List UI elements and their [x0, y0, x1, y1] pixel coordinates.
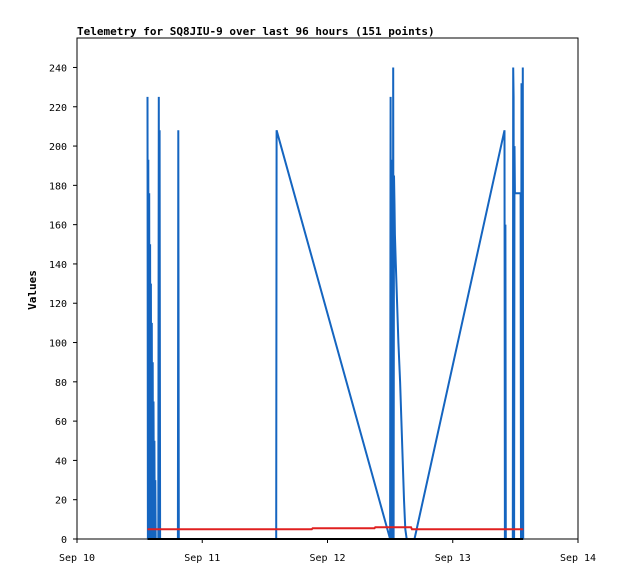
y-tick-label: 160 [49, 221, 67, 232]
y-tick-label: 60 [55, 417, 67, 428]
y-tick-label: 220 [49, 103, 67, 114]
y-tick-label: 100 [49, 339, 67, 350]
series-line-2 [147, 526, 524, 531]
y-tick-label: 120 [49, 299, 67, 310]
chart-title: Telemetry for SQ8JIU-9 over last 96 hour… [77, 25, 435, 38]
y-tick-label: 20 [55, 496, 67, 507]
y-tick-label: 0 [61, 535, 67, 546]
y-tick-label: 200 [49, 142, 67, 153]
y-tick-label: 140 [49, 260, 67, 271]
y-tick-label: 240 [49, 63, 67, 74]
y-tick-label: 180 [49, 181, 67, 192]
y-axis-label: Values [26, 270, 39, 310]
x-tick-label: Sep 12 [309, 553, 345, 564]
x-tick-label: Sep 13 [435, 553, 471, 564]
x-tick-label: Sep 10 [59, 553, 95, 564]
series-line-1 [146, 67, 525, 540]
x-tick-label: Sep 11 [184, 553, 220, 564]
y-axis: 0 20 40 60 80 100 120 140 160 180 200 220 240 [49, 63, 77, 546]
y-tick-label: 80 [55, 378, 67, 389]
x-tick-label: Sep 14 [560, 553, 596, 564]
y-tick-label: 40 [55, 456, 67, 467]
x-axis: Sep 10 Sep 11 Sep 12 Sep 13 Sep 14 [59, 539, 596, 564]
series-layer [146, 67, 525, 540]
